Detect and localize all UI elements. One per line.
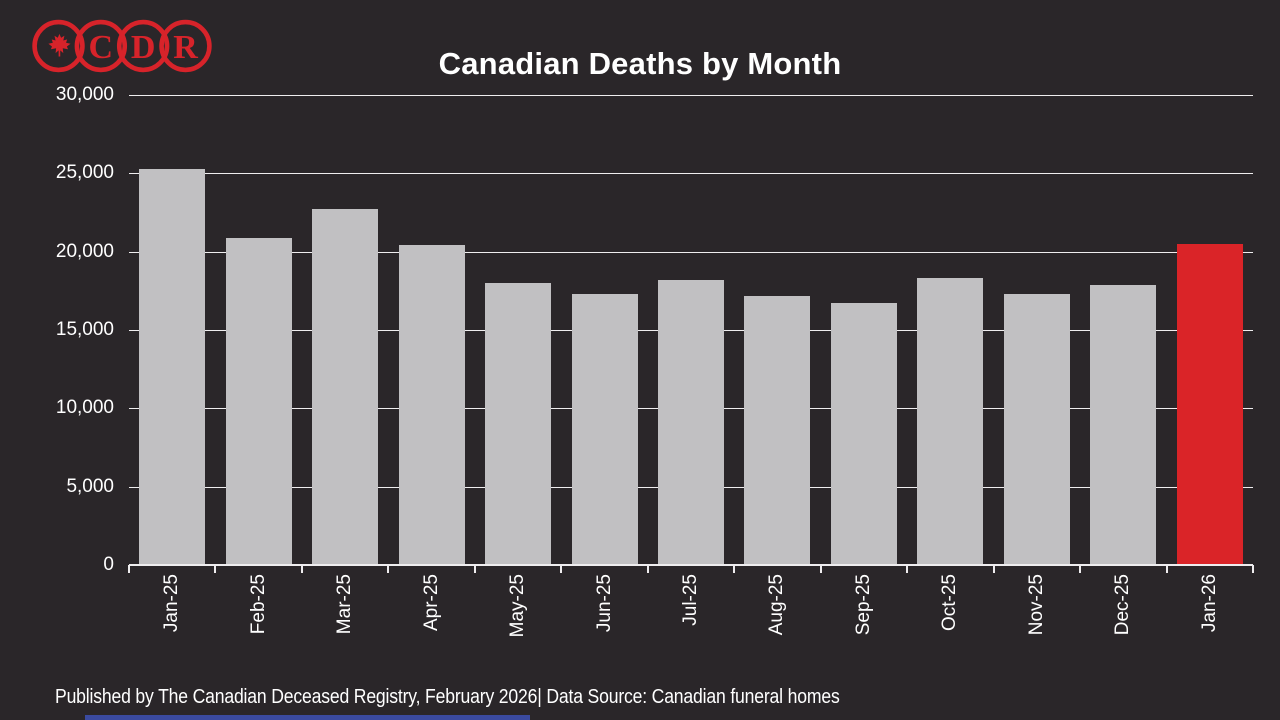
gridline-20000	[129, 251, 1253, 253]
x-axis-tick	[992, 565, 995, 573]
bar-May-25	[485, 283, 552, 565]
x-tick-label-Apr-25: Apr-25	[420, 574, 442, 632]
gridline-30000	[129, 95, 1253, 96]
bar-Feb-25	[225, 237, 292, 565]
logo-letter-c: C	[89, 29, 114, 66]
x-tick-label-May-25: May-25	[507, 574, 529, 638]
x-axis-line	[129, 564, 1253, 566]
x-tick-label-Jun-25: Jun-25	[593, 574, 615, 633]
logo-ring-4	[159, 19, 212, 73]
cdr-logo: C D R	[32, 19, 212, 73]
x-axis-tick	[906, 565, 909, 573]
bottom-blue-strip	[85, 715, 530, 720]
y-tick-label-0: 0	[103, 554, 114, 575]
bar-chart: 0 5,000 10,000 15,000 20,000 25,000 30,000 Jan…	[56, 84, 1254, 637]
bar-Apr-25	[398, 245, 465, 565]
x-tick-label-Oct-25: Oct-25	[939, 574, 961, 632]
x-axis-tick	[819, 565, 822, 573]
x-axis-tick	[214, 565, 217, 573]
x-tick-label-Sep-25: Sep-25	[852, 574, 874, 636]
y-tick-label-30,000: 30,000	[55, 84, 114, 105]
y-tick-label-5,000: 5,000	[66, 475, 114, 497]
x-axis-tick	[473, 565, 476, 573]
y-tick-label-15,000: 15,000	[55, 319, 114, 340]
x-axis-tick	[300, 565, 303, 573]
bar-Sep-25	[830, 303, 897, 565]
y-tick-label-25,000: 25,000	[55, 162, 114, 184]
x-axis-tick	[733, 565, 736, 573]
x-tick-label-Jan-25: Jan-25	[161, 574, 183, 633]
x-tick-label-Nov-25: Nov-25	[1025, 574, 1047, 636]
bar-Mar-25	[312, 209, 379, 565]
x-tick-label-Jan-26: Jan-26	[1198, 574, 1220, 633]
x-axis-tick	[387, 565, 390, 573]
logo-ring-2	[74, 19, 128, 73]
x-tick-label-Dec-25: Dec-25	[1112, 574, 1134, 636]
x-axis-tick	[128, 565, 130, 573]
x-tick-label-Aug-25: Aug-25	[766, 574, 788, 636]
x-axis-tick	[646, 565, 649, 573]
chart-title: Canadian Deaths by Month	[438, 46, 842, 81]
y-tick-label-10,000: 10,000	[55, 397, 114, 419]
x-axis-tick	[1252, 565, 1254, 573]
x-axis-tick	[560, 565, 563, 573]
bar-Aug-25	[744, 295, 811, 565]
bar-Nov-25	[1003, 293, 1070, 565]
x-tick-label-Feb-25: Feb-25	[247, 574, 269, 635]
bar-Oct-25	[917, 278, 984, 565]
logo-ring-1	[32, 19, 85, 73]
gridline-25000	[129, 173, 1253, 175]
logo-letter-d: D	[131, 29, 156, 66]
bar-Jan-25	[139, 168, 206, 565]
x-tick-label-Jul-25: Jul-25	[680, 574, 701, 626]
bar-Jan-26	[1176, 243, 1243, 565]
y-tick-label-20,000: 20,000	[55, 240, 114, 262]
x-axis-tick	[1165, 565, 1168, 573]
bar-Jun-25	[571, 293, 638, 565]
bar-Jul-25	[658, 279, 724, 565]
source-caption: Published by The Canadian Deceased Regis…	[55, 686, 840, 708]
bar-Dec-25	[1090, 284, 1157, 565]
x-axis-tick	[1079, 565, 1082, 573]
x-tick-label-Mar-25: Mar-25	[334, 574, 356, 635]
logo-ring-3	[116, 19, 170, 73]
maple-leaf-icon	[48, 33, 71, 57]
logo-letter-r: R	[173, 29, 198, 66]
